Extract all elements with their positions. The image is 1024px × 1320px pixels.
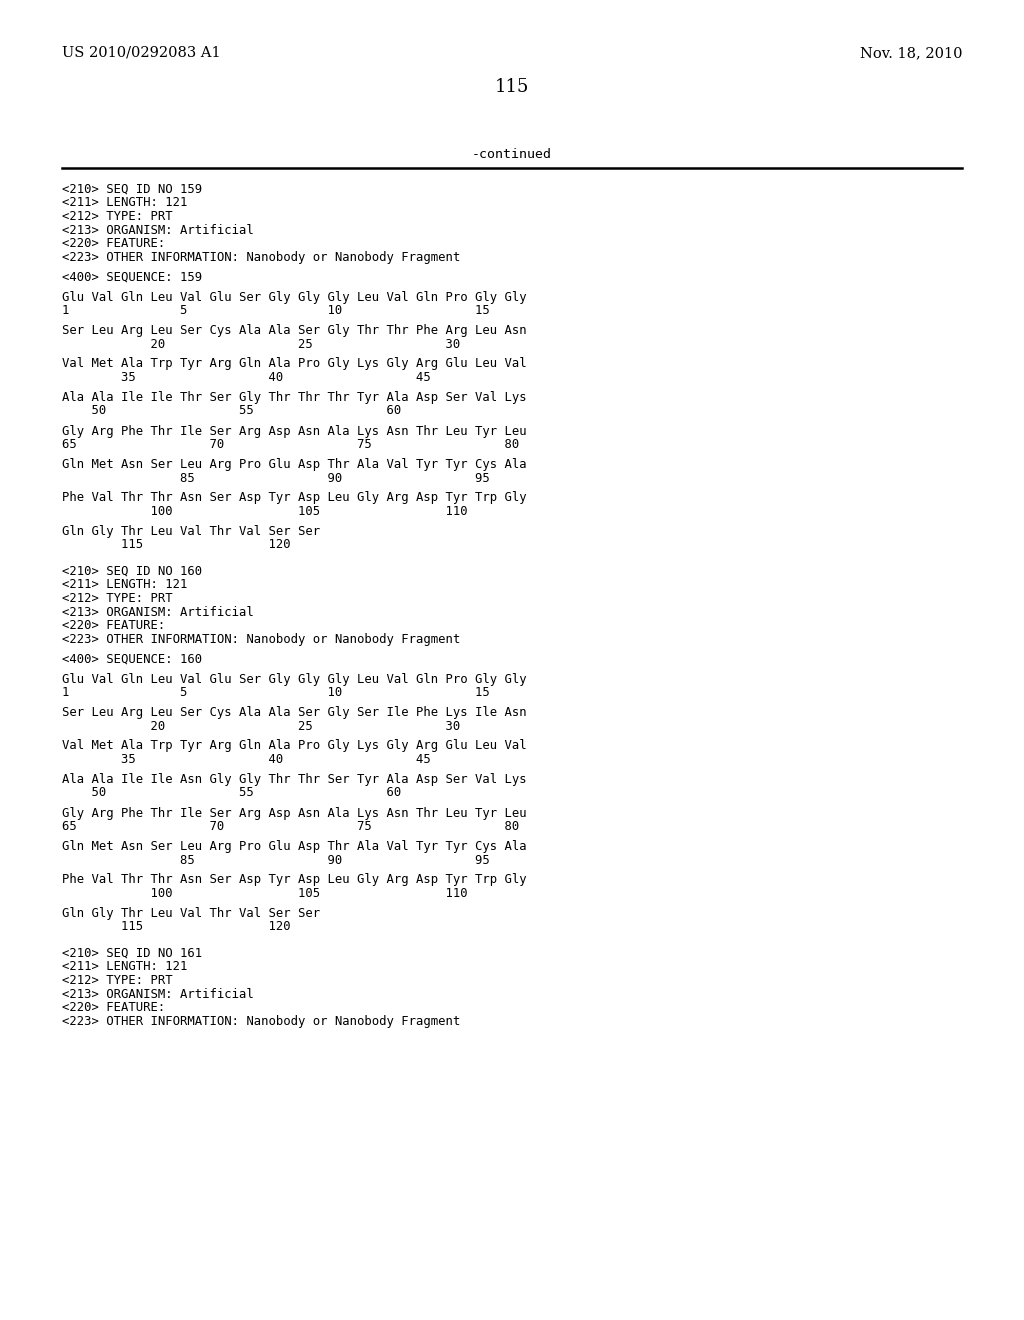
Text: <211> LENGTH: 121: <211> LENGTH: 121 xyxy=(62,578,187,591)
Text: Nov. 18, 2010: Nov. 18, 2010 xyxy=(859,46,962,59)
Text: 65                  70                  75                  80: 65 70 75 80 xyxy=(62,820,519,833)
Text: <223> OTHER INFORMATION: Nanobody or Nanobody Fragment: <223> OTHER INFORMATION: Nanobody or Nan… xyxy=(62,632,460,645)
Text: Glu Val Gln Leu Val Glu Ser Gly Gly Gly Leu Val Gln Pro Gly Gly: Glu Val Gln Leu Val Glu Ser Gly Gly Gly … xyxy=(62,672,526,685)
Text: <210> SEQ ID NO 161: <210> SEQ ID NO 161 xyxy=(62,946,202,960)
Text: Glu Val Gln Leu Val Glu Ser Gly Gly Gly Leu Val Gln Pro Gly Gly: Glu Val Gln Leu Val Glu Ser Gly Gly Gly … xyxy=(62,290,526,304)
Text: US 2010/0292083 A1: US 2010/0292083 A1 xyxy=(62,46,220,59)
Text: 50                  55                  60: 50 55 60 xyxy=(62,787,401,800)
Text: Gln Met Asn Ser Leu Arg Pro Glu Asp Thr Ala Val Tyr Tyr Cys Ala: Gln Met Asn Ser Leu Arg Pro Glu Asp Thr … xyxy=(62,458,526,471)
Text: 115                 120: 115 120 xyxy=(62,539,291,552)
Text: 115: 115 xyxy=(495,78,529,96)
Text: Ala Ala Ile Ile Asn Gly Gly Thr Thr Ser Tyr Ala Asp Ser Val Lys: Ala Ala Ile Ile Asn Gly Gly Thr Thr Ser … xyxy=(62,774,526,785)
Text: <211> LENGTH: 121: <211> LENGTH: 121 xyxy=(62,197,187,210)
Text: Ser Leu Arg Leu Ser Cys Ala Ala Ser Gly Thr Thr Phe Arg Leu Asn: Ser Leu Arg Leu Ser Cys Ala Ala Ser Gly … xyxy=(62,323,526,337)
Text: <223> OTHER INFORMATION: Nanobody or Nanobody Fragment: <223> OTHER INFORMATION: Nanobody or Nan… xyxy=(62,251,460,264)
Text: <220> FEATURE:: <220> FEATURE: xyxy=(62,1001,165,1014)
Text: 65                  70                  75                  80: 65 70 75 80 xyxy=(62,438,519,451)
Text: <212> TYPE: PRT: <212> TYPE: PRT xyxy=(62,210,173,223)
Text: <400> SEQUENCE: 159: <400> SEQUENCE: 159 xyxy=(62,271,202,284)
Text: <220> FEATURE:: <220> FEATURE: xyxy=(62,238,165,249)
Text: Ala Ala Ile Ile Thr Ser Gly Thr Thr Thr Tyr Ala Asp Ser Val Lys: Ala Ala Ile Ile Thr Ser Gly Thr Thr Thr … xyxy=(62,391,526,404)
Text: <212> TYPE: PRT: <212> TYPE: PRT xyxy=(62,974,173,987)
Text: 50                  55                  60: 50 55 60 xyxy=(62,404,401,417)
Text: 85                  90                  95: 85 90 95 xyxy=(62,854,489,866)
Text: -continued: -continued xyxy=(472,148,552,161)
Text: <223> OTHER INFORMATION: Nanobody or Nanobody Fragment: <223> OTHER INFORMATION: Nanobody or Nan… xyxy=(62,1015,460,1027)
Text: <212> TYPE: PRT: <212> TYPE: PRT xyxy=(62,591,173,605)
Text: <210> SEQ ID NO 159: <210> SEQ ID NO 159 xyxy=(62,183,202,195)
Text: 85                  90                  95: 85 90 95 xyxy=(62,471,489,484)
Text: <213> ORGANISM: Artificial: <213> ORGANISM: Artificial xyxy=(62,606,254,619)
Text: <400> SEQUENCE: 160: <400> SEQUENCE: 160 xyxy=(62,652,202,665)
Text: 35                  40                  45: 35 40 45 xyxy=(62,752,431,766)
Text: <220> FEATURE:: <220> FEATURE: xyxy=(62,619,165,632)
Text: 20                  25                  30: 20 25 30 xyxy=(62,338,460,351)
Text: 35                  40                  45: 35 40 45 xyxy=(62,371,431,384)
Text: Ser Leu Arg Leu Ser Cys Ala Ala Ser Gly Ser Ile Phe Lys Ile Asn: Ser Leu Arg Leu Ser Cys Ala Ala Ser Gly … xyxy=(62,706,526,719)
Text: <213> ORGANISM: Artificial: <213> ORGANISM: Artificial xyxy=(62,223,254,236)
Text: Phe Val Thr Thr Asn Ser Asp Tyr Asp Leu Gly Arg Asp Tyr Trp Gly: Phe Val Thr Thr Asn Ser Asp Tyr Asp Leu … xyxy=(62,491,526,504)
Text: Gln Gly Thr Leu Val Thr Val Ser Ser: Gln Gly Thr Leu Val Thr Val Ser Ser xyxy=(62,907,321,920)
Text: 100                 105                 110: 100 105 110 xyxy=(62,506,468,517)
Text: 115                 120: 115 120 xyxy=(62,920,291,933)
Text: Gln Met Asn Ser Leu Arg Pro Glu Asp Thr Ala Val Tyr Tyr Cys Ala: Gln Met Asn Ser Leu Arg Pro Glu Asp Thr … xyxy=(62,840,526,853)
Text: Val Met Ala Trp Tyr Arg Gln Ala Pro Gly Lys Gly Arg Glu Leu Val: Val Met Ala Trp Tyr Arg Gln Ala Pro Gly … xyxy=(62,739,526,752)
Text: Gly Arg Phe Thr Ile Ser Arg Asp Asn Ala Lys Asn Thr Leu Tyr Leu: Gly Arg Phe Thr Ile Ser Arg Asp Asn Ala … xyxy=(62,807,526,820)
Text: 20                  25                  30: 20 25 30 xyxy=(62,719,460,733)
Text: <211> LENGTH: 121: <211> LENGTH: 121 xyxy=(62,961,187,974)
Text: 100                 105                 110: 100 105 110 xyxy=(62,887,468,900)
Text: <213> ORGANISM: Artificial: <213> ORGANISM: Artificial xyxy=(62,987,254,1001)
Text: Phe Val Thr Thr Asn Ser Asp Tyr Asp Leu Gly Arg Asp Tyr Trp Gly: Phe Val Thr Thr Asn Ser Asp Tyr Asp Leu … xyxy=(62,874,526,887)
Text: <210> SEQ ID NO 160: <210> SEQ ID NO 160 xyxy=(62,565,202,578)
Text: 1               5                   10                  15: 1 5 10 15 xyxy=(62,686,489,700)
Text: Val Met Ala Trp Tyr Arg Gln Ala Pro Gly Lys Gly Arg Glu Leu Val: Val Met Ala Trp Tyr Arg Gln Ala Pro Gly … xyxy=(62,358,526,371)
Text: Gln Gly Thr Leu Val Thr Val Ser Ser: Gln Gly Thr Leu Val Thr Val Ser Ser xyxy=(62,525,321,539)
Text: Gly Arg Phe Thr Ile Ser Arg Asp Asn Ala Lys Asn Thr Leu Tyr Leu: Gly Arg Phe Thr Ile Ser Arg Asp Asn Ala … xyxy=(62,425,526,437)
Text: 1               5                   10                  15: 1 5 10 15 xyxy=(62,304,489,317)
